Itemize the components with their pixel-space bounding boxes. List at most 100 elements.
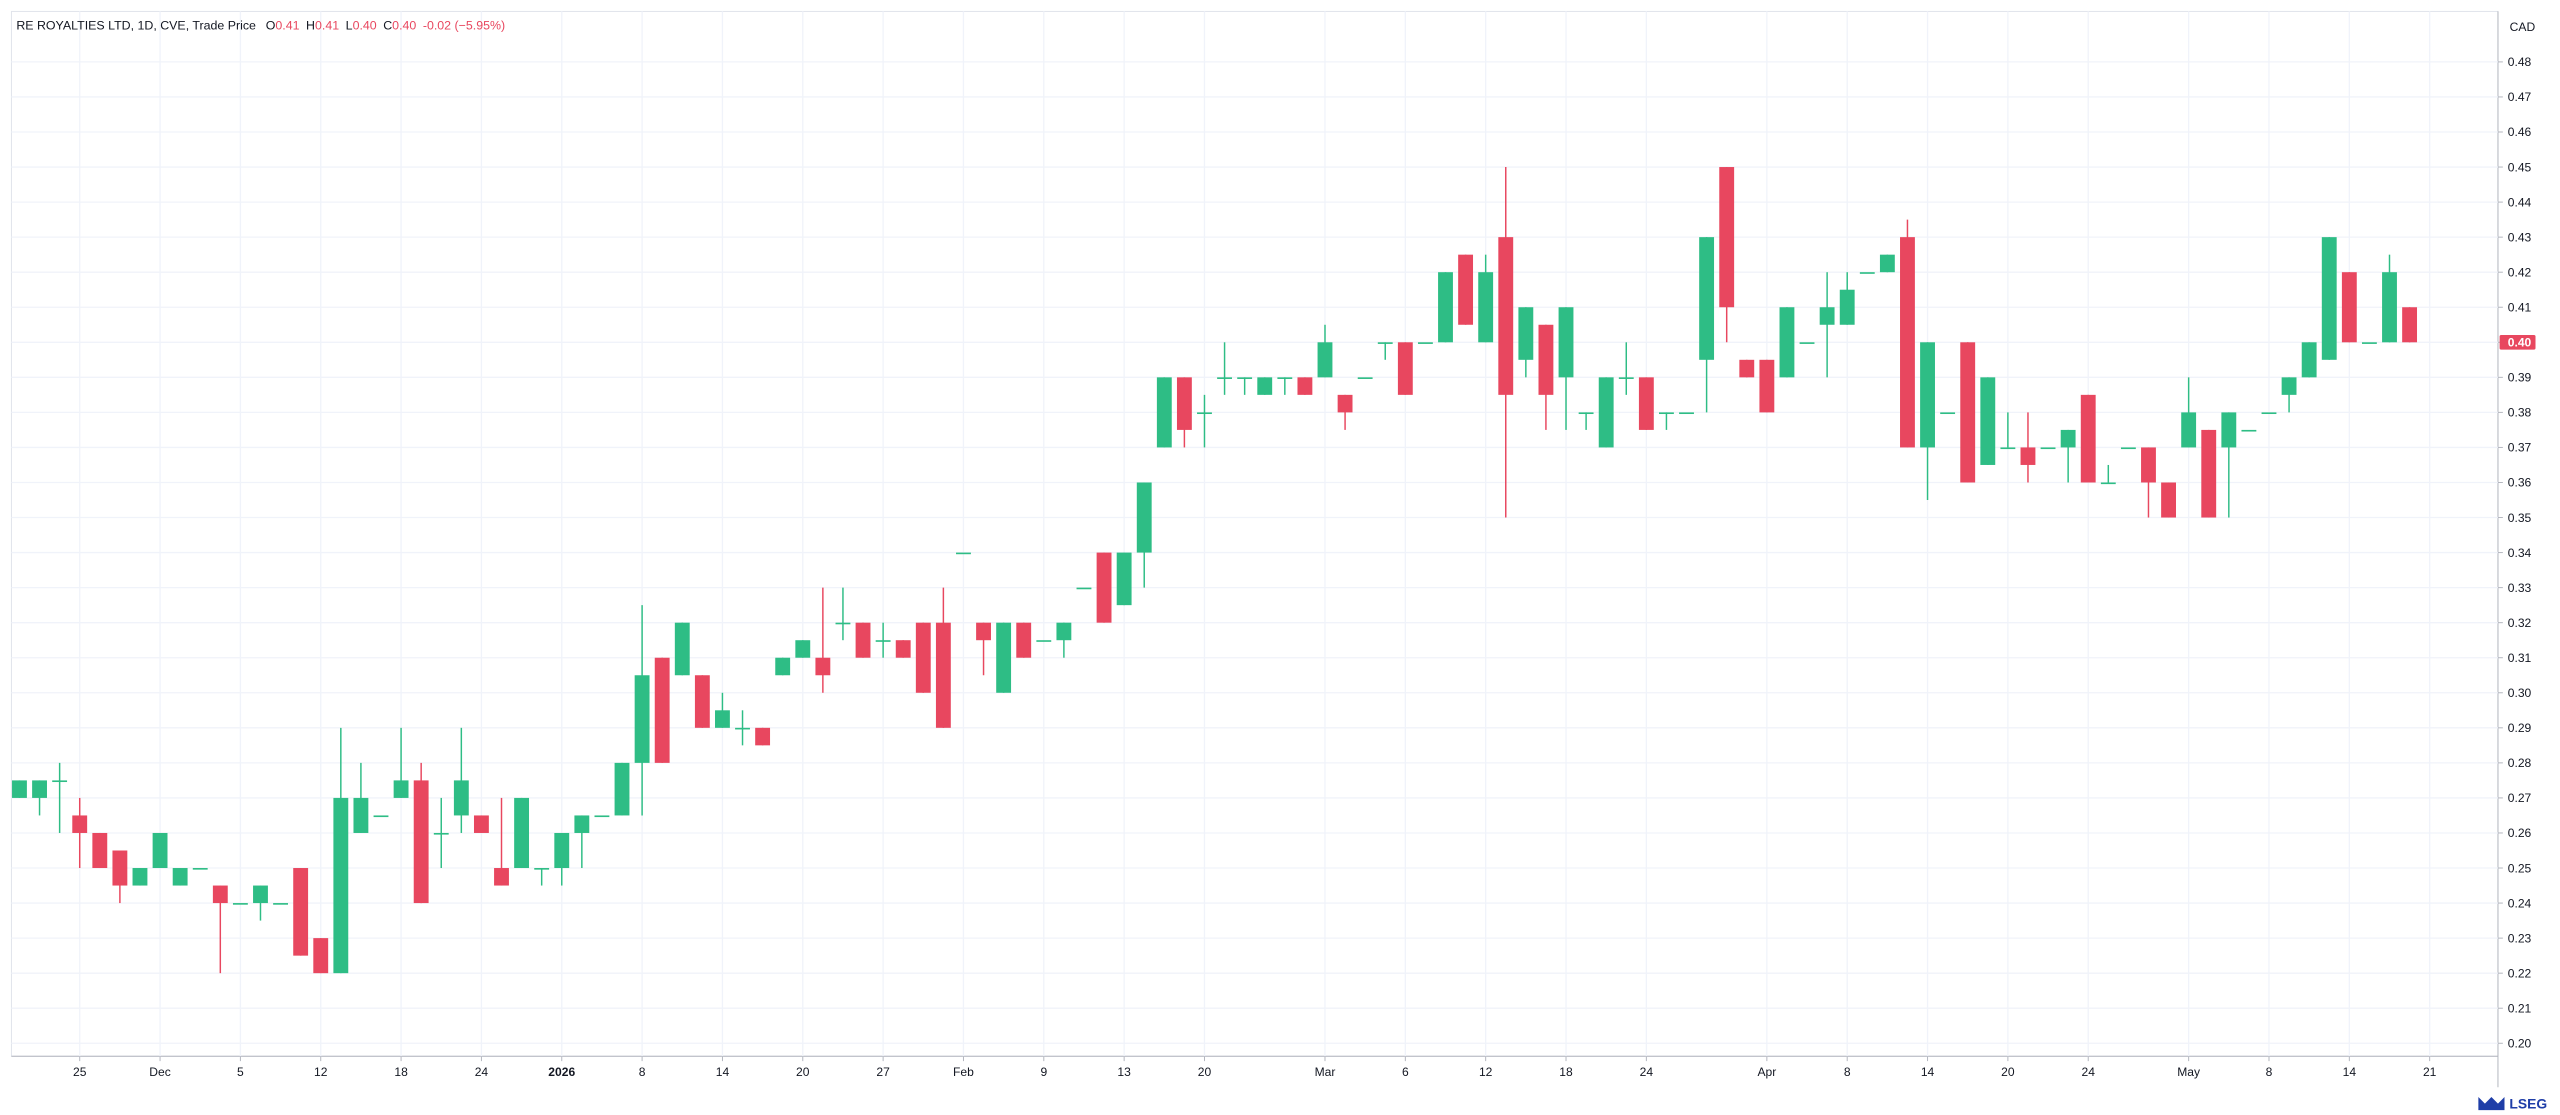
y-tick-label: 0.45 <box>2508 160 2532 174</box>
candle-body <box>1197 412 1212 415</box>
candle-body <box>1417 342 1433 344</box>
candle-body <box>2361 342 2377 344</box>
y-tick-label: 0.37 <box>2508 441 2532 455</box>
candle-body <box>12 780 27 798</box>
x-tick-label: 20 <box>1198 1065 1212 1079</box>
candle-body <box>1056 622 1072 641</box>
ohlc-key: L <box>346 18 353 32</box>
candle-body <box>976 622 991 641</box>
candle-body <box>373 815 389 818</box>
candle-body <box>1739 359 1755 378</box>
candle-body <box>1217 377 1232 379</box>
candle-body <box>192 868 208 870</box>
candle-body <box>1458 254 1474 325</box>
y-tick-label: 0.29 <box>2508 721 2532 735</box>
candle-body <box>735 727 750 730</box>
y-tick-label: 0.25 <box>2508 861 2532 875</box>
candle-body <box>2201 429 2217 518</box>
candle-body <box>2000 447 2016 450</box>
candle-body <box>172 868 188 886</box>
candle-body <box>72 815 88 833</box>
candle-body <box>1317 342 1333 378</box>
candle-body <box>694 675 710 728</box>
x-tick-label: 21 <box>2423 1065 2437 1079</box>
candle-body <box>1618 377 1634 379</box>
y-tick-label: 0.41 <box>2508 300 2532 314</box>
candle-body <box>895 640 911 658</box>
candle-body <box>1337 394 1353 413</box>
y-tick-label: 0.20 <box>2508 1037 2532 1051</box>
y-tick-label: 0.32 <box>2508 616 2532 630</box>
y-tick-label: 0.42 <box>2508 265 2532 279</box>
x-tick-label: Apr <box>1757 1065 1776 1079</box>
y-tick-label: 0.31 <box>2508 651 2532 665</box>
last-price-tag <box>2499 334 2536 350</box>
y-tick-label: 0.35 <box>2508 511 2532 525</box>
candle-body <box>835 622 851 625</box>
candle-body <box>2181 412 2197 448</box>
candle-body <box>313 938 329 974</box>
candle-body <box>996 622 1012 693</box>
x-tick-label: 18 <box>394 1065 408 1079</box>
candle-body <box>2100 482 2116 485</box>
candle-body <box>875 640 891 642</box>
x-tick-label: 2026 <box>548 1065 575 1079</box>
candle-body <box>715 710 730 728</box>
x-tick-label: 18 <box>1559 1065 1573 1079</box>
logo: LSEG <box>2478 1095 2547 1111</box>
candle-body <box>1799 342 1815 344</box>
candle-body <box>333 797 349 974</box>
candle-body <box>1538 324 1554 395</box>
x-tick-label: 8 <box>1844 1065 1851 1079</box>
candle-body <box>1036 640 1052 642</box>
candle-body <box>152 832 168 869</box>
x-tick-label: 8 <box>639 1065 646 1079</box>
y-tick-label: 0.34 <box>2508 546 2532 560</box>
y-tick-label: 0.36 <box>2508 476 2532 490</box>
y-tick-label: 0.21 <box>2508 1001 2532 1015</box>
candle-body <box>1679 412 1694 415</box>
candle-body <box>2161 482 2176 518</box>
candle-body <box>1156 377 1172 448</box>
candle-body <box>1357 377 1373 379</box>
candle-body <box>1920 342 1935 448</box>
candle-body <box>393 780 409 798</box>
y-tick-label: 0.26 <box>2508 826 2532 840</box>
candle-body <box>2341 272 2357 343</box>
candle-body <box>253 885 268 904</box>
candle-body <box>574 815 590 833</box>
candle-body <box>232 903 248 905</box>
candle-body <box>1719 167 1735 308</box>
candle-body <box>1578 412 1594 415</box>
candle-body <box>2281 377 2297 395</box>
candle-body <box>2402 307 2418 343</box>
y-tick-label: 0.46 <box>2508 125 2532 139</box>
candle-body <box>1518 307 1534 360</box>
price-change: -0.02 (−5.95%) <box>423 18 505 32</box>
candle-body <box>1257 377 1273 395</box>
y-tick-label: 0.22 <box>2508 966 2532 980</box>
candle-body <box>1438 272 1453 343</box>
ohlc-value: 0.40 <box>353 18 377 32</box>
candle-body <box>654 657 670 763</box>
x-tick-label: 9 <box>1040 1065 1047 1079</box>
ohlc-value: 0.40 <box>392 18 416 32</box>
x-tick-label: 6 <box>1402 1065 1409 1079</box>
candle-body <box>1558 307 1574 378</box>
logo-icon <box>2478 1097 2505 1111</box>
x-tick-label: 12 <box>1479 1065 1493 1079</box>
x-tick-label: 5 <box>237 1065 244 1079</box>
candle-body <box>92 832 108 869</box>
y-tick-label: 0.47 <box>2508 90 2532 104</box>
candle-body <box>815 657 831 676</box>
x-tick-label: 24 <box>2082 1065 2096 1079</box>
currency: CAD <box>2510 20 2536 34</box>
candle-body <box>1397 342 1413 395</box>
y-tick-label: 0.24 <box>2508 896 2532 910</box>
candle-body <box>534 868 550 870</box>
x-tick-label: 20 <box>796 1065 810 1079</box>
candle-body <box>1498 237 1514 395</box>
candle-body <box>112 850 128 886</box>
candle-body <box>2241 429 2257 432</box>
